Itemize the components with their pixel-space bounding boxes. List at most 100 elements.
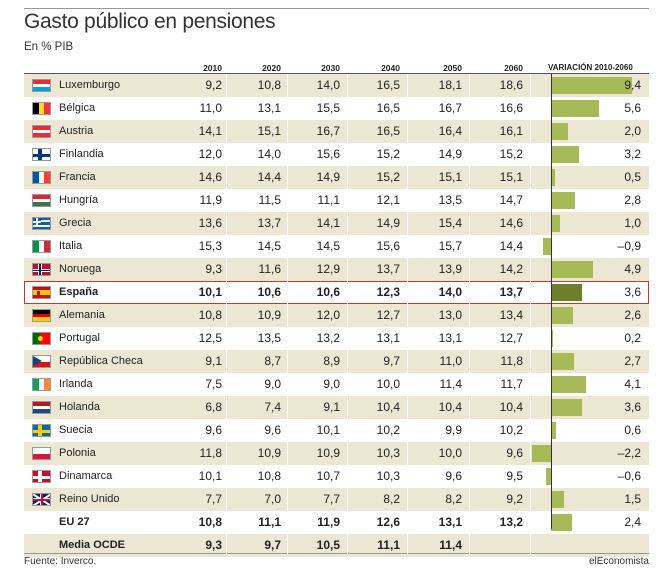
variation-bar	[551, 261, 594, 278]
value-cell-2060: 12,7	[499, 331, 523, 345]
variation-value: 0,5	[624, 170, 641, 184]
country-label: Irlanda	[59, 378, 93, 390]
value-cell-2010: 14,6	[198, 170, 222, 184]
value-cell-2010: 7,5	[205, 377, 222, 391]
value-cell-2010: 7,7	[205, 492, 222, 506]
country-label: Grecia	[59, 217, 92, 229]
value-cell-2060: 9,5	[506, 469, 523, 483]
value-cell-2020: 11,6	[258, 262, 281, 276]
country-label: Finlandia	[59, 148, 104, 160]
variation-bar	[551, 399, 582, 416]
value-cell-2060: 9,2	[506, 492, 523, 506]
value-cell-2050: 14,9	[438, 147, 462, 161]
value-cell-2060: 15,1	[499, 170, 523, 184]
variation-bar	[551, 146, 579, 163]
value-cell-2050: 9,9	[445, 423, 462, 437]
top-rule	[24, 8, 649, 9]
chart-subtitle: En % PIB	[24, 41, 74, 53]
value-cell-2030: 12,9	[316, 262, 340, 276]
table-row: Alemania 10,8 10,9 12,0 12,7 13,0 13,4 2,6	[24, 304, 649, 327]
country-label: Polonia	[59, 447, 96, 459]
value-cell-2010: 6,8	[205, 400, 222, 414]
value-cell-2050: 10,4	[438, 400, 462, 414]
value-cell-2060: 18,6	[499, 78, 523, 92]
column-separator	[347, 74, 348, 554]
value-cell-2060: 10,4	[499, 400, 523, 414]
value-cell-2040: 16,5	[376, 101, 400, 115]
value-cell-2040: 10,3	[376, 446, 400, 460]
value-cell-2030: 10,1	[316, 423, 340, 437]
variation-zero-axis	[551, 74, 552, 529]
variation-value: –0,6	[617, 469, 641, 483]
value-cell-2030: 14,0	[316, 78, 340, 92]
value-cell-2050: 13,1	[438, 331, 462, 345]
value-cell-2040: 13,1	[376, 331, 400, 345]
value-cell-2040: 12,6	[376, 515, 400, 529]
column-separator	[287, 74, 288, 554]
chart-title: Gasto público en pensiones	[24, 10, 276, 33]
table-row: Finlandia 12,0 14,0 15,6 15,2 14,9 15,2 3,2	[24, 143, 649, 166]
variation-value: 0,6	[624, 423, 641, 437]
value-cell-2040: 9,7	[383, 354, 400, 368]
value-cell-2040: 10,0	[376, 377, 400, 391]
value-cell-2010: 9,3	[205, 262, 222, 276]
bottom-rule	[24, 553, 649, 554]
value-cell-2040: 11,1	[377, 538, 400, 552]
value-cell-2020: 10,9	[257, 308, 281, 322]
ireland-flag-icon	[32, 378, 51, 391]
value-cell-2020: 8,7	[264, 354, 281, 368]
country-label: Reino Unido	[59, 493, 120, 505]
value-cell-2020: 14,5	[257, 239, 281, 253]
value-cell-2010: 11,0	[199, 101, 222, 115]
value-cell-2050: 16,7	[438, 101, 462, 115]
value-cell-2030: 14,9	[316, 170, 340, 184]
value-cell-2020: 9,7	[264, 538, 281, 552]
table-row: Hungría 11,9 11,5 11,1 12,1 13,5 14,7 2,8	[24, 189, 649, 212]
table-row: Grecia 13,6 13,7 14,1 14,9 15,4 14,6 1,0	[24, 212, 649, 235]
source-note: Fuente: Inverco.	[24, 556, 97, 567]
value-cell-2060: 11,8	[500, 354, 523, 368]
value-cell-2020: 7,4	[264, 400, 281, 414]
variation-value: 1,0	[624, 216, 641, 230]
value-cell-2040: 12,7	[376, 308, 400, 322]
variation-bar	[551, 77, 632, 94]
year-header-2040: 2040	[381, 63, 400, 73]
variation-value: –2,2	[617, 446, 641, 460]
value-cell-2040: 16,5	[376, 78, 400, 92]
year-header-2060: 2060	[504, 63, 523, 73]
portugal-flag-icon	[32, 332, 51, 345]
value-cell-2060: 14,2	[499, 262, 523, 276]
value-cell-2040: 15,6	[376, 239, 400, 253]
variation-value: 2,4	[624, 515, 641, 529]
value-cell-2020: 15,1	[257, 124, 281, 138]
table-row: Holanda 6,8 7,4 9,1 10,4 10,4 10,4 3,6	[24, 396, 649, 419]
value-cell-2060: 14,6	[499, 216, 523, 230]
country-label: Hungría	[59, 194, 99, 206]
year-header-2030: 2030	[321, 63, 340, 73]
value-cell-2030: 15,6	[316, 147, 340, 161]
table-row: Italia 15,3 14,5 14,5 15,6 15,7 14,4 –0,9	[24, 235, 649, 258]
value-cell-2020: 10,8	[257, 469, 281, 483]
denmark-flag-icon	[32, 470, 51, 483]
table-row: República Checa 9,1 8,7 8,9 9,7 11,0 11,8 2,7	[24, 350, 649, 373]
table-row: España 10,1 10,6 10,6 12,3 14,0 13,7 3,6	[24, 281, 649, 304]
value-cell-2060: 14,7	[499, 193, 523, 207]
value-cell-2060: 13,2	[499, 515, 523, 529]
value-cell-2030: 10,5	[316, 538, 340, 552]
year-header-2050: 2050	[443, 63, 462, 73]
variation-bar	[543, 238, 551, 255]
value-cell-2050: 13,9	[438, 262, 462, 276]
value-cell-2040: 8,2	[383, 492, 400, 506]
value-cell-2010: 15,3	[198, 239, 222, 253]
country-label: Italia	[59, 240, 83, 252]
finland-flag-icon	[32, 148, 51, 161]
value-cell-2030: 14,1	[316, 216, 340, 230]
value-cell-2020: 9,0	[264, 377, 281, 391]
variation-bar	[551, 215, 560, 232]
variation-value: 2,0	[624, 124, 641, 138]
sweden-flag-icon	[32, 424, 51, 437]
value-cell-2050: 11,4	[439, 377, 462, 391]
variation-value: 3,6	[624, 285, 641, 299]
value-cell-2060: 14,4	[499, 239, 523, 253]
value-cell-2020: 7,0	[264, 492, 281, 506]
